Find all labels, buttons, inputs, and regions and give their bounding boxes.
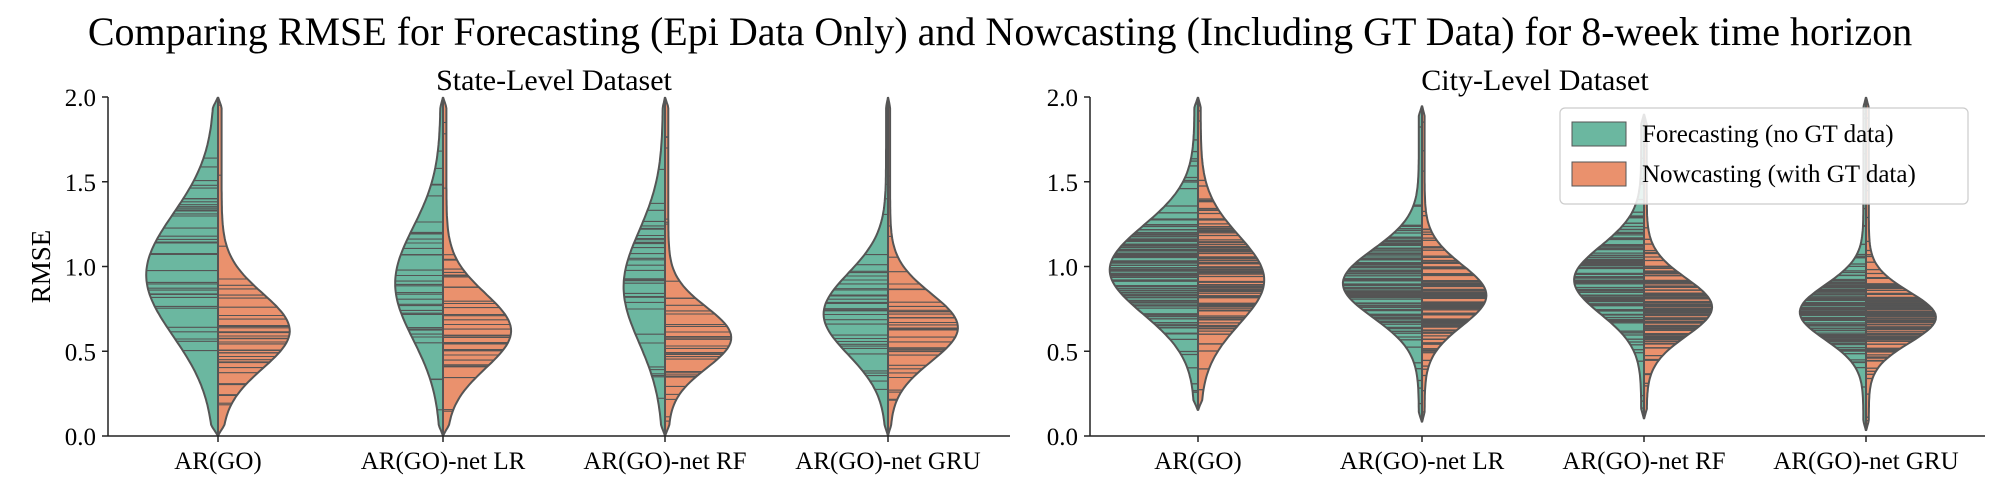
city-level-panel: City-Level Dataset AR(GO) AR(GO)-net LR AR(… [1047,64,1985,475]
x-tick-label: AR(GO)-net LR [1340,448,1505,475]
violin-outline [887,96,959,437]
nowcast-half-violin [1866,97,1936,431]
y-tick-label: 0.5 [1047,339,1078,366]
violin-outline [664,96,733,437]
violin-outline [145,96,219,437]
y-axis-label: RMSE [26,230,56,304]
y-tick-label: 0.0 [1047,424,1078,451]
nowcast-half-violin [443,97,512,436]
panel-title: City-Level Dataset [1421,64,1649,97]
violin-outline [1341,105,1423,423]
x-tick-label: AR(GO)-net RF [1562,448,1725,475]
legend-label: Forecasting (no GT data) [1642,121,1894,148]
forecast-half-violin [1574,113,1644,420]
legend-box [1559,107,1969,205]
violin-1 [1341,105,1488,423]
y-tick-label: 1.5 [65,170,96,197]
legend: Forecasting (no GT data) Nowcasting (with… [1559,107,1969,205]
forecast-half-violin [623,97,665,436]
violin-outline [217,96,291,437]
violin-2 [622,96,733,437]
legend-swatch [1571,121,1627,147]
forecast-half-violin [823,97,888,436]
violin-outline [442,96,513,437]
y-tick-label: 0.5 [65,339,96,366]
legend-label: Nowcasting (with GT data) [1642,161,1916,188]
nowcast-half-violin [888,97,958,436]
nowcast-half-violin [218,97,290,436]
y-tick-label: 1.0 [1047,255,1078,282]
violin-outline [622,96,666,437]
x-tick-label: AR(GO)-net LR [361,448,526,475]
nowcast-half-violin [1644,113,1713,420]
violin-2 [1573,113,1714,420]
violin-3 [822,96,959,437]
x-tick-label: AR(GO)-net GRU [1773,448,1958,475]
x-tick-label: AR(GO) [174,448,262,475]
nowcast-half-violin [665,97,732,436]
legend-swatch [1571,161,1627,187]
violin-outline [394,96,444,437]
y-tick-label: 2.0 [65,85,96,112]
violin-outline [822,96,889,437]
forecast-half-violin [395,97,443,436]
forecast-half-violin [146,97,218,436]
x-tick-label: AR(GO)-net RF [583,448,746,475]
violin-outline [1197,96,1266,411]
x-tick-label: AR(GO) [1154,448,1242,475]
state-level-panel: State-Level Dataset AR(GO) AR(GO)-net LR AR… [26,64,1010,475]
violin-0 [1108,96,1266,411]
violin-1 [394,96,513,437]
panel-title: State-Level Dataset [436,64,672,97]
y-tick-label: 1.5 [1047,170,1078,197]
y-tick-label: 0.0 [65,424,96,451]
violin-outline [1421,105,1488,423]
y-tick-label: 1.0 [65,255,96,282]
violin-0 [145,96,291,437]
y-tick-label: 2.0 [1047,85,1078,112]
violin-outline [1108,96,1199,411]
x-tick-label: AR(GO)-net GRU [795,448,980,475]
figure-title: Comparing RMSE for Forecasting (Epi Data… [87,9,1913,54]
